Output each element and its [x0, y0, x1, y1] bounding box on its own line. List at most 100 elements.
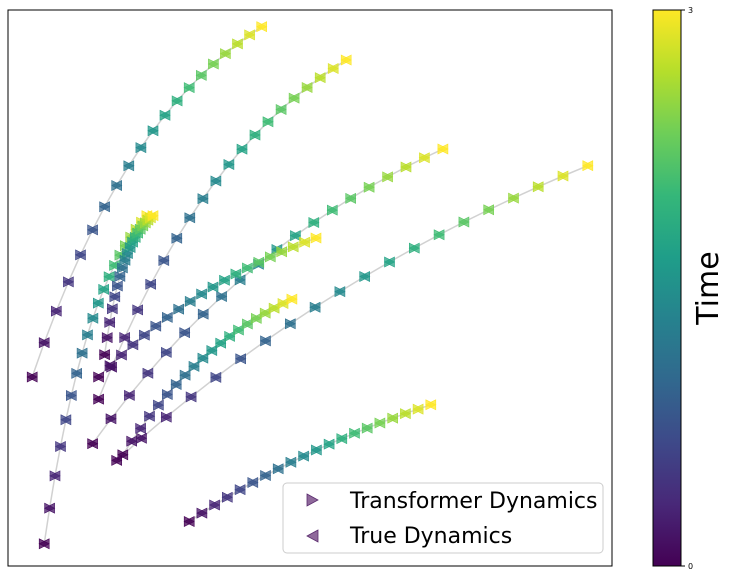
true-marker	[437, 143, 449, 155]
trajectory-6	[183, 399, 437, 527]
true-marker	[98, 201, 110, 213]
true-marker	[160, 411, 172, 423]
legend-marker-transformer	[306, 493, 319, 507]
true-marker	[195, 288, 207, 300]
true-marker	[98, 349, 110, 361]
true-marker	[135, 142, 147, 154]
true-marker	[400, 161, 412, 173]
true-marker	[123, 160, 135, 172]
true-marker	[184, 212, 196, 224]
true-marker	[348, 427, 360, 439]
true-marker	[195, 69, 207, 81]
true-marker	[383, 256, 395, 268]
true-marker	[412, 403, 424, 415]
true-marker	[247, 477, 259, 488]
legend-label-transformer: Transformer Dynamics	[349, 489, 598, 514]
true-marker	[301, 82, 313, 93]
true-marker	[132, 304, 143, 316]
true-marker	[399, 408, 411, 420]
true-marker	[310, 232, 322, 244]
true-marker	[87, 312, 99, 324]
true-marker	[219, 48, 231, 60]
true-marker	[147, 125, 159, 137]
true-marker	[458, 216, 470, 228]
true-marker	[308, 217, 320, 228]
true-marker	[287, 241, 299, 253]
true-marker	[272, 463, 284, 475]
true-marker	[134, 422, 146, 434]
true-marker	[71, 367, 82, 379]
true-marker	[142, 367, 154, 379]
true-marker	[243, 29, 255, 41]
true-marker	[62, 276, 74, 288]
true-marker	[381, 171, 393, 183]
true-marker	[259, 335, 271, 347]
true-marker	[582, 160, 594, 172]
true-marker	[127, 339, 139, 351]
legend-box	[282, 482, 604, 554]
true-marker	[161, 311, 173, 323]
true-marker	[158, 255, 170, 266]
true-marker	[345, 192, 357, 204]
true-marker	[143, 410, 155, 422]
true-marker	[284, 318, 296, 330]
true-marker	[433, 229, 445, 241]
true-marker	[297, 450, 309, 462]
true-marker	[359, 271, 371, 282]
true-marker	[532, 181, 544, 193]
true-marker	[253, 256, 265, 268]
true-marker	[106, 303, 118, 315]
true-marker	[259, 470, 271, 481]
true-marker	[76, 347, 88, 359]
true-marker	[170, 379, 182, 390]
true-marker	[196, 507, 208, 519]
legend-label-true: True Dynamics	[349, 524, 512, 549]
true-marker	[235, 353, 246, 365]
true-marker	[38, 538, 50, 550]
true-marker	[326, 204, 338, 216]
true-marker	[276, 246, 288, 258]
true-marker	[185, 391, 197, 403]
true-marker	[160, 346, 172, 358]
true-marker	[408, 242, 420, 254]
true-marker	[86, 224, 98, 236]
true-marker	[50, 305, 62, 317]
true-marker	[188, 360, 200, 372]
true-marker	[105, 413, 117, 425]
true-marker	[119, 254, 131, 266]
true-marker	[114, 270, 126, 282]
true-marker	[49, 470, 61, 482]
true-marker	[179, 327, 190, 339]
true-marker	[86, 438, 98, 450]
true-marker	[98, 283, 109, 295]
true-marker	[334, 286, 346, 298]
true-marker	[104, 360, 116, 372]
trajectory-9	[98, 210, 159, 361]
true-marker	[65, 390, 77, 401]
true-marker	[147, 210, 159, 222]
true-marker	[123, 389, 135, 401]
true-marker	[103, 271, 115, 283]
trajectory-7	[92, 232, 322, 383]
true-marker	[223, 330, 235, 342]
colorbar-tick-label-min: 0	[688, 562, 693, 571]
true-marker	[206, 345, 218, 356]
true-marker	[171, 95, 183, 107]
true-marker	[264, 251, 276, 263]
true-marker	[309, 301, 321, 313]
true-marker	[135, 432, 147, 444]
true-marker	[60, 414, 72, 426]
true-marker	[275, 104, 287, 115]
true-marker	[557, 170, 569, 182]
true-marker	[259, 307, 271, 319]
true-marker	[173, 303, 184, 315]
trajectory-1	[26, 21, 268, 383]
legend-marker-true	[306, 529, 319, 543]
true-marker	[310, 444, 322, 456]
trajectory-5	[111, 160, 594, 466]
true-marker	[197, 193, 209, 205]
true-marker	[241, 262, 253, 274]
trajectory-8	[117, 293, 298, 461]
true-marker	[323, 438, 335, 450]
